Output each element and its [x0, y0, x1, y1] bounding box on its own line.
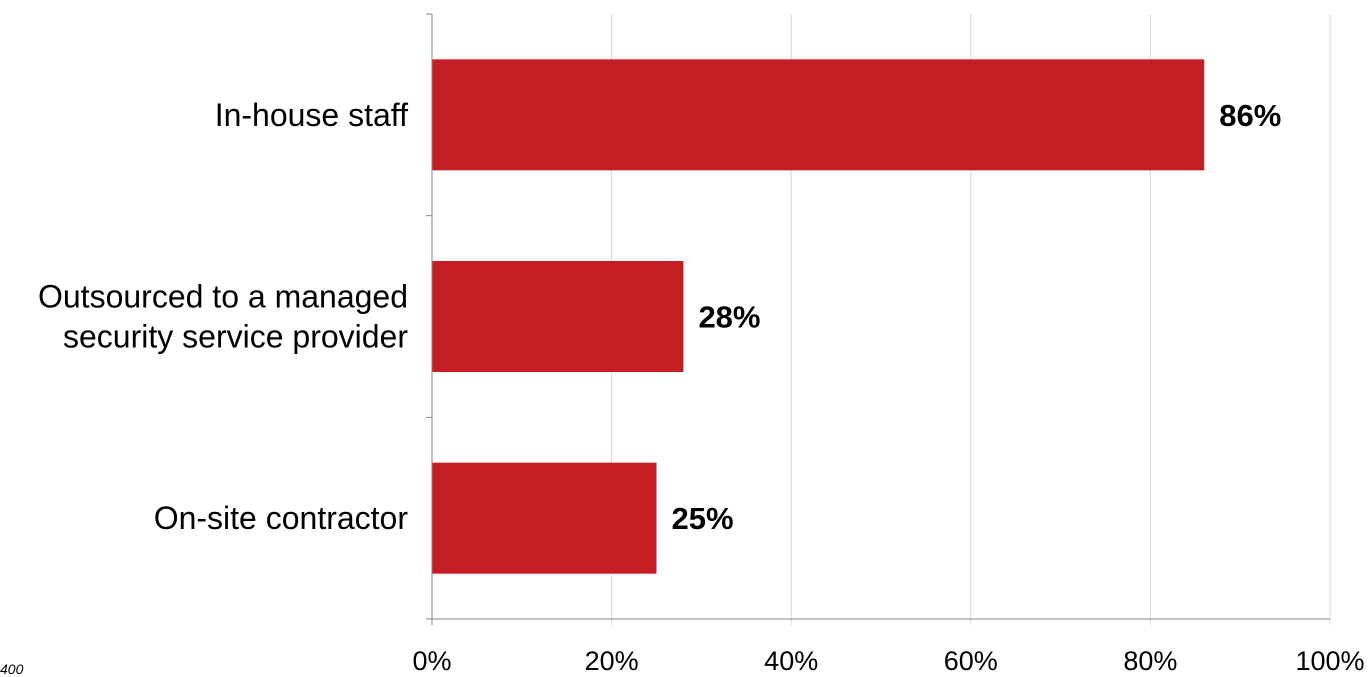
x-tick-label: 0%: [412, 646, 451, 675]
category-label: In-house staff: [215, 97, 408, 133]
x-tick-label: 40%: [764, 646, 818, 675]
category-label-line: Outsourced to a managed: [38, 279, 408, 315]
data-label: 86%: [1219, 98, 1281, 133]
x-tick-label: 20%: [585, 646, 639, 675]
bar: [432, 59, 1205, 171]
data-label: 28%: [698, 300, 760, 335]
bar: [432, 261, 684, 372]
x-tick-label: 60%: [944, 646, 998, 675]
category-label: Outsourced to a managed security service …: [38, 279, 408, 355]
x-tick-label: 80%: [1123, 646, 1177, 675]
category-label-line: In-house staff: [215, 97, 408, 133]
category-label-line: On-site contractor: [154, 500, 409, 536]
category-label: On-site contractor: [154, 500, 409, 536]
category-label-line: security service provider: [63, 319, 408, 355]
x-tick-label: 100%: [1295, 646, 1364, 675]
bar: [432, 462, 657, 574]
data-label: 25%: [672, 501, 734, 536]
footnote: 400: [0, 661, 24, 677]
